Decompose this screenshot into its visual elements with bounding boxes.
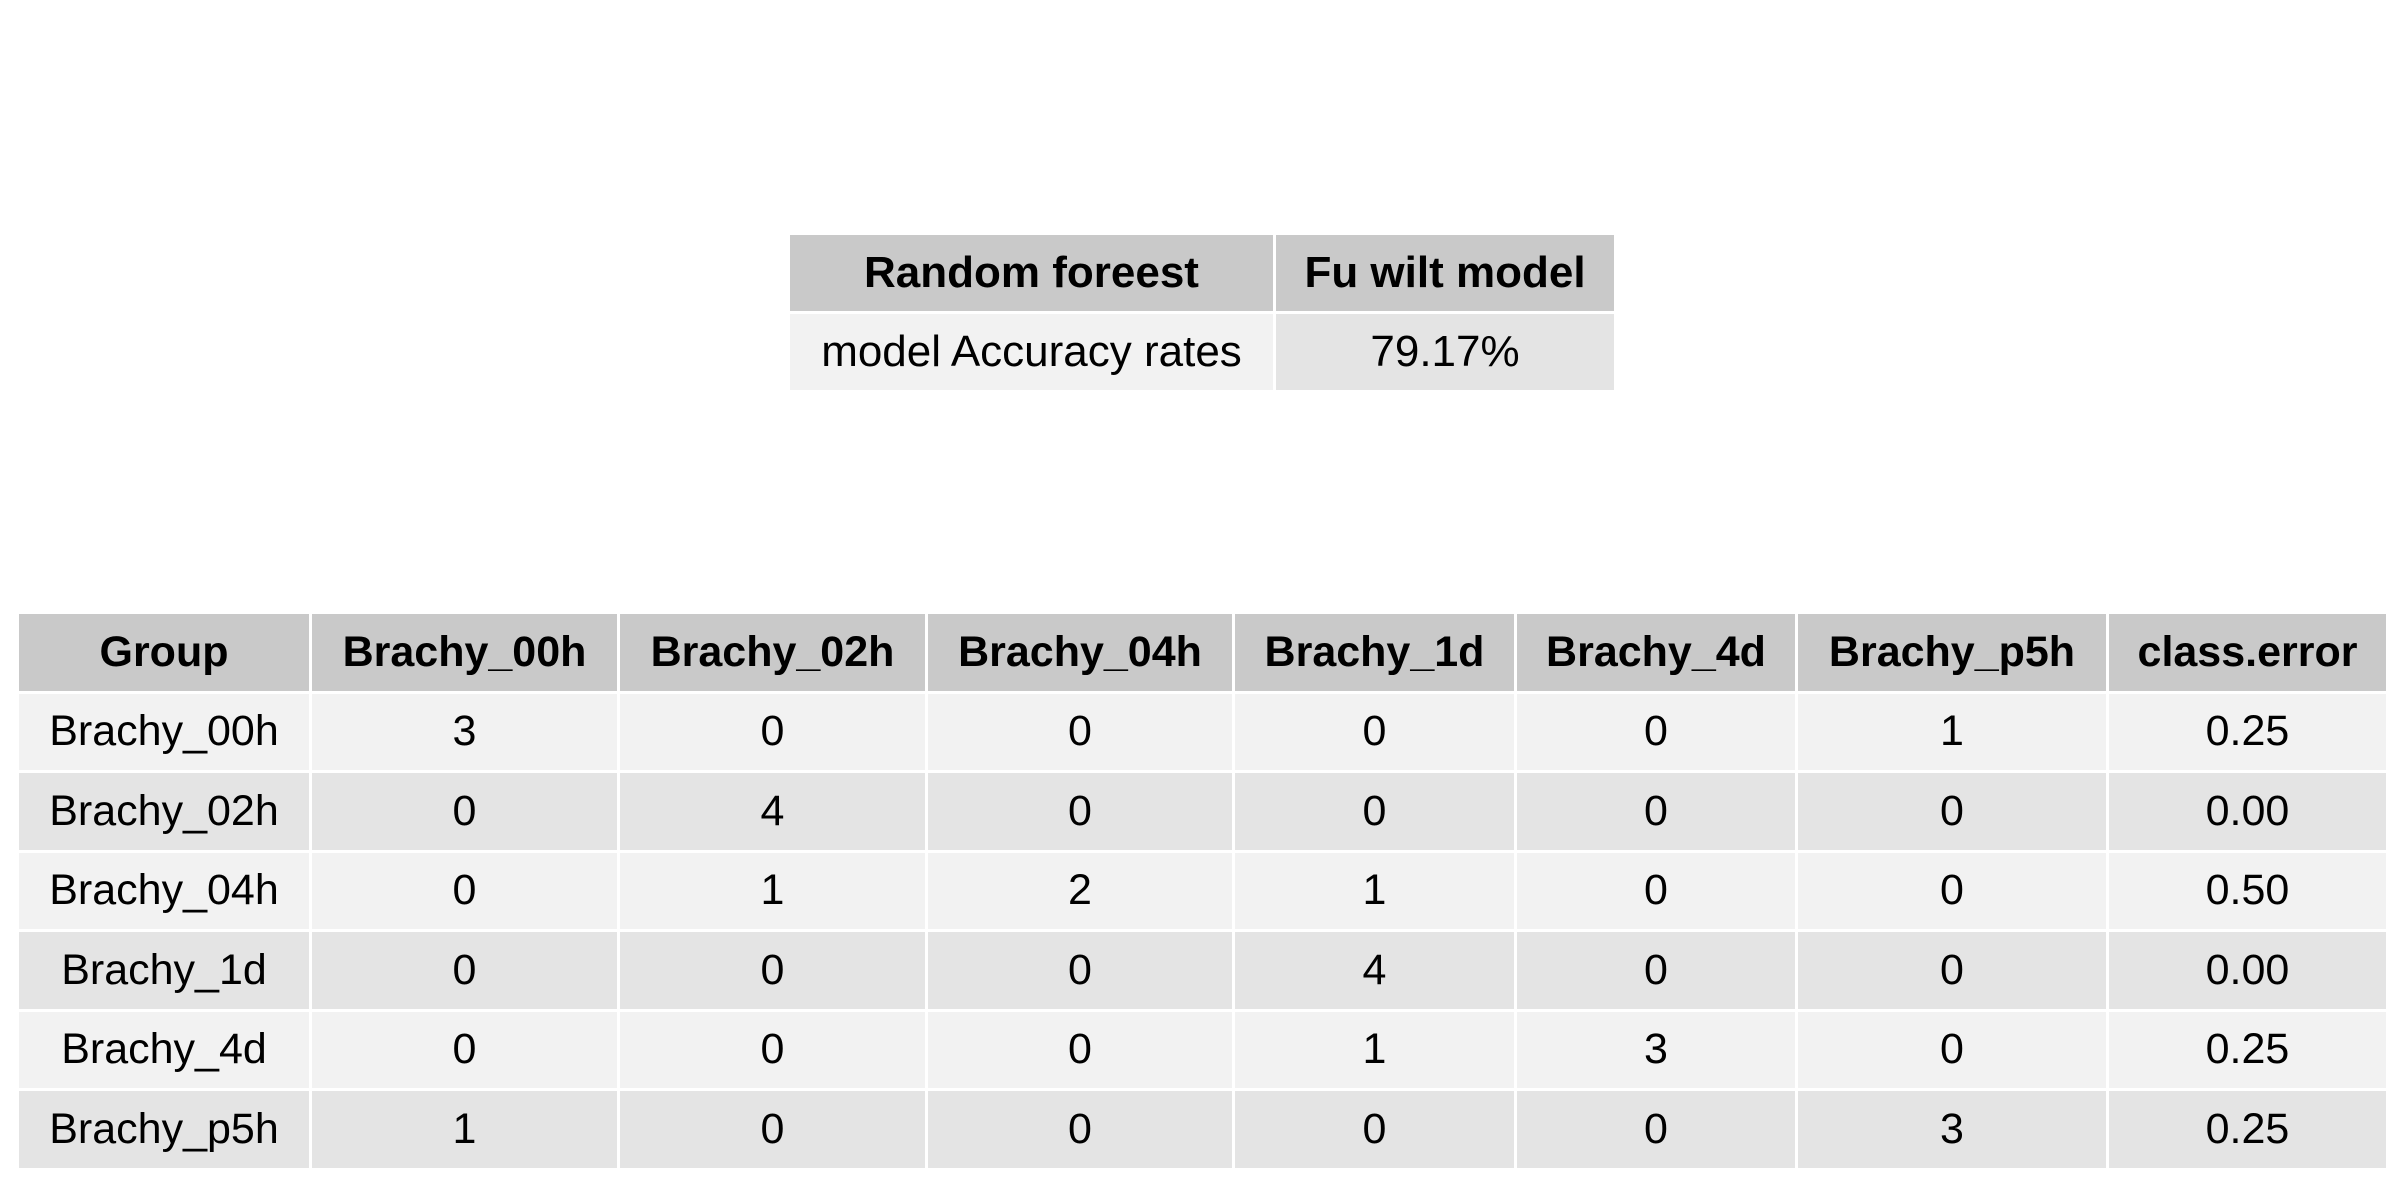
count-cell: 0 xyxy=(925,770,1235,853)
count-cell: 0 xyxy=(1514,690,1798,773)
count-cell: 2 xyxy=(925,849,1235,932)
table-row: Brachy_02h 0 4 0 0 0 0 0.00 xyxy=(16,770,2389,853)
count-cell: 1 xyxy=(617,849,928,932)
class-error-cell: 0.00 xyxy=(2106,770,2389,853)
table-row: Brachy_1d 0 0 0 4 0 0 0.00 xyxy=(16,929,2389,1012)
count-cell: 0 xyxy=(617,690,928,773)
column-header: Brachy_4d xyxy=(1514,611,1798,694)
count-cell: 0 xyxy=(1795,770,2109,853)
summary-header-cell: Random foreest xyxy=(787,232,1276,314)
table-row: Brachy_04h 0 1 2 1 0 0 0.50 xyxy=(16,849,2389,932)
row-group-label: Brachy_04h xyxy=(16,849,312,932)
class-error-cell: 0.25 xyxy=(2106,1088,2389,1171)
count-cell: 1 xyxy=(309,1088,620,1171)
column-header: Brachy_00h xyxy=(309,611,620,694)
count-cell: 0 xyxy=(1514,929,1798,1012)
count-cell: 0 xyxy=(617,1088,928,1171)
accuracy-value: 79.17% xyxy=(1273,311,1617,393)
count-cell: 1 xyxy=(1232,1008,1517,1091)
count-cell: 0 xyxy=(925,690,1235,773)
column-header: Brachy_p5h xyxy=(1795,611,2109,694)
table-row: Brachy_p5h 1 0 0 0 0 3 0.25 xyxy=(16,1088,2389,1171)
count-cell: 3 xyxy=(309,690,620,773)
column-header: Group xyxy=(16,611,312,694)
count-cell: 0 xyxy=(309,1008,620,1091)
count-cell: 0 xyxy=(617,1008,928,1091)
class-error-cell: 0.50 xyxy=(2106,849,2389,932)
count-cell: 0 xyxy=(617,929,928,1012)
summary-row: model Accuracy rates 79.17% xyxy=(787,311,1617,393)
row-group-label: Brachy_02h xyxy=(16,770,312,853)
count-cell: 0 xyxy=(1795,1008,2109,1091)
column-header: Brachy_1d xyxy=(1232,611,1517,694)
count-cell: 0 xyxy=(1795,849,2109,932)
row-group-label: Brachy_1d xyxy=(16,929,312,1012)
count-cell: 0 xyxy=(309,770,620,853)
class-error-cell: 0.25 xyxy=(2106,1008,2389,1091)
confusion-header-row: Group Brachy_00h Brachy_02h Brachy_04h B… xyxy=(16,611,2389,694)
class-error-cell: 0.25 xyxy=(2106,690,2389,773)
count-cell: 0 xyxy=(925,1088,1235,1171)
column-header: Brachy_02h xyxy=(617,611,928,694)
count-cell: 0 xyxy=(1514,1088,1798,1171)
count-cell: 3 xyxy=(1514,1008,1798,1091)
count-cell: 0 xyxy=(925,929,1235,1012)
count-cell: 1 xyxy=(1232,849,1517,932)
column-header: Brachy_04h xyxy=(925,611,1235,694)
count-cell: 0 xyxy=(925,1008,1235,1091)
row-group-label: Brachy_p5h xyxy=(16,1088,312,1171)
count-cell: 3 xyxy=(1795,1088,2109,1171)
model-summary-table: Random foreest Fu wilt model model Accur… xyxy=(787,232,1617,393)
count-cell: 0 xyxy=(1795,929,2109,1012)
count-cell: 0 xyxy=(1514,770,1798,853)
count-cell: 0 xyxy=(1232,690,1517,773)
accuracy-label: model Accuracy rates xyxy=(787,311,1276,393)
count-cell: 0 xyxy=(1232,1088,1517,1171)
confusion-matrix-table: Group Brachy_00h Brachy_02h Brachy_04h B… xyxy=(16,611,2389,1171)
summary-header-row: Random foreest Fu wilt model xyxy=(787,232,1617,314)
column-header: class.error xyxy=(2106,611,2389,694)
count-cell: 0 xyxy=(309,929,620,1012)
table-row: Brachy_00h 3 0 0 0 0 1 0.25 xyxy=(16,690,2389,773)
count-cell: 0 xyxy=(1232,770,1517,853)
count-cell: 4 xyxy=(1232,929,1517,1012)
table-row: Brachy_4d 0 0 0 1 3 0 0.25 xyxy=(16,1008,2389,1091)
count-cell: 1 xyxy=(1795,690,2109,773)
row-group-label: Brachy_4d xyxy=(16,1008,312,1091)
row-group-label: Brachy_00h xyxy=(16,690,312,773)
count-cell: 4 xyxy=(617,770,928,853)
count-cell: 0 xyxy=(1514,849,1798,932)
count-cell: 0 xyxy=(309,849,620,932)
summary-header-cell: Fu wilt model xyxy=(1273,232,1617,314)
class-error-cell: 0.00 xyxy=(2106,929,2389,1012)
